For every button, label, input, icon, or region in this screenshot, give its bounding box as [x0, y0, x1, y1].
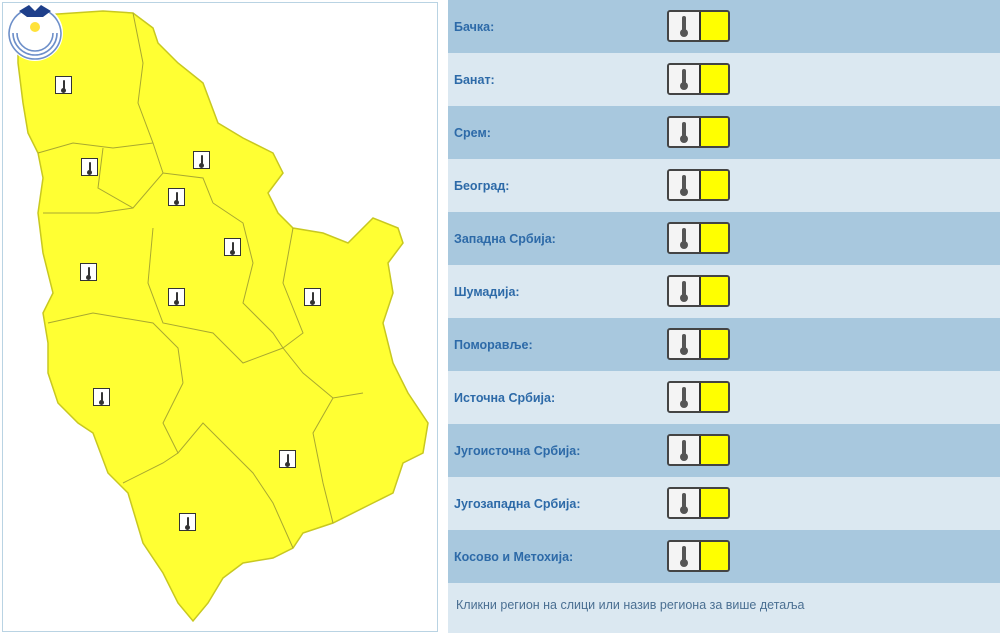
thermometer-icon: [669, 436, 701, 464]
warning-level-swatch: [701, 542, 728, 570]
warning-indicator[interactable]: [667, 10, 730, 42]
thermometer-icon[interactable]: [279, 450, 296, 468]
warning-indicator[interactable]: [667, 222, 730, 254]
region-link[interactable]: Југоисточна Србија:: [454, 443, 581, 458]
thermometer-icon[interactable]: [224, 238, 241, 256]
thermometer-icon[interactable]: [55, 76, 72, 94]
warning-indicator[interactable]: [667, 381, 730, 413]
thermometer-icon[interactable]: [168, 288, 185, 306]
region-link[interactable]: Бачка:: [454, 19, 495, 34]
warning-level-swatch: [701, 330, 728, 358]
thermometer-icon[interactable]: [81, 158, 98, 176]
region-link[interactable]: Београд:: [454, 178, 510, 193]
warning-indicator[interactable]: [667, 434, 730, 466]
thermometer-icon: [669, 489, 701, 517]
thermometer-icon[interactable]: [80, 263, 97, 281]
warning-indicator[interactable]: [667, 116, 730, 148]
warning-level-swatch: [701, 383, 728, 411]
thermometer-icon: [669, 330, 701, 358]
thermometer-icon: [669, 224, 701, 252]
warning-level-swatch: [701, 65, 728, 93]
warning-indicator[interactable]: [667, 540, 730, 572]
thermometer-icon: [669, 65, 701, 93]
thermometer-icon: [669, 277, 701, 305]
region-link[interactable]: Шумадија:: [454, 284, 520, 299]
thermometer-icon[interactable]: [168, 188, 185, 206]
warning-indicator[interactable]: [667, 63, 730, 95]
thermometer-icon: [669, 171, 701, 199]
region-row[interactable]: Поморавље:: [448, 318, 1000, 371]
region-link[interactable]: Југозападна Србија:: [454, 496, 581, 511]
warning-map[interactable]: [2, 2, 438, 632]
rhmz-logo: [7, 5, 63, 61]
thermometer-icon[interactable]: [193, 151, 210, 169]
region-link[interactable]: Срем:: [454, 125, 491, 140]
region-row[interactable]: Источна Србија:: [448, 371, 1000, 424]
region-borders: [37, 12, 364, 549]
thermometer-icon[interactable]: [179, 513, 196, 531]
warning-level-swatch: [701, 118, 728, 146]
region-link[interactable]: Банат:: [454, 72, 495, 87]
region-row[interactable]: Југоисточна Србија:: [448, 424, 1000, 477]
region-row[interactable]: Југозападна Србија:: [448, 477, 1000, 530]
region-row[interactable]: Бачка:: [448, 0, 1000, 53]
thermometer-icon: [669, 383, 701, 411]
warning-level-swatch: [701, 224, 728, 252]
thermometer-icon: [669, 118, 701, 146]
warning-indicator[interactable]: [667, 275, 730, 307]
region-list: Бачка: Банат: Срем: Београд: Западна Срб…: [448, 0, 1000, 633]
region-row[interactable]: Срем:: [448, 106, 1000, 159]
serbia-outline[interactable]: [17, 10, 429, 623]
thermometer-icon[interactable]: [93, 388, 110, 406]
serbia-map[interactable]: [3, 3, 437, 631]
region-row[interactable]: Косово и Метохија:: [448, 530, 1000, 583]
warning-level-swatch: [701, 277, 728, 305]
region-row[interactable]: Западна Србија:: [448, 212, 1000, 265]
region-link[interactable]: Западна Србија:: [454, 231, 556, 246]
thermometer-icon: [669, 12, 701, 40]
footer-hint: Кликни регион на слици или назив региона…: [456, 598, 805, 612]
region-row[interactable]: Банат:: [448, 53, 1000, 106]
warning-indicator[interactable]: [667, 487, 730, 519]
thermometer-icon[interactable]: [304, 288, 321, 306]
thermometer-icon: [669, 542, 701, 570]
warning-indicator[interactable]: [667, 169, 730, 201]
warning-level-swatch: [701, 12, 728, 40]
warning-level-swatch: [701, 171, 728, 199]
warning-indicator[interactable]: [667, 328, 730, 360]
region-link[interactable]: Источна Србија:: [454, 390, 556, 405]
warning-level-swatch: [701, 489, 728, 517]
region-link[interactable]: Поморавље:: [454, 337, 533, 352]
region-row[interactable]: Београд:: [448, 159, 1000, 212]
region-row[interactable]: Шумадија:: [448, 265, 1000, 318]
region-link[interactable]: Косово и Метохија:: [454, 549, 574, 564]
warning-level-swatch: [701, 436, 728, 464]
